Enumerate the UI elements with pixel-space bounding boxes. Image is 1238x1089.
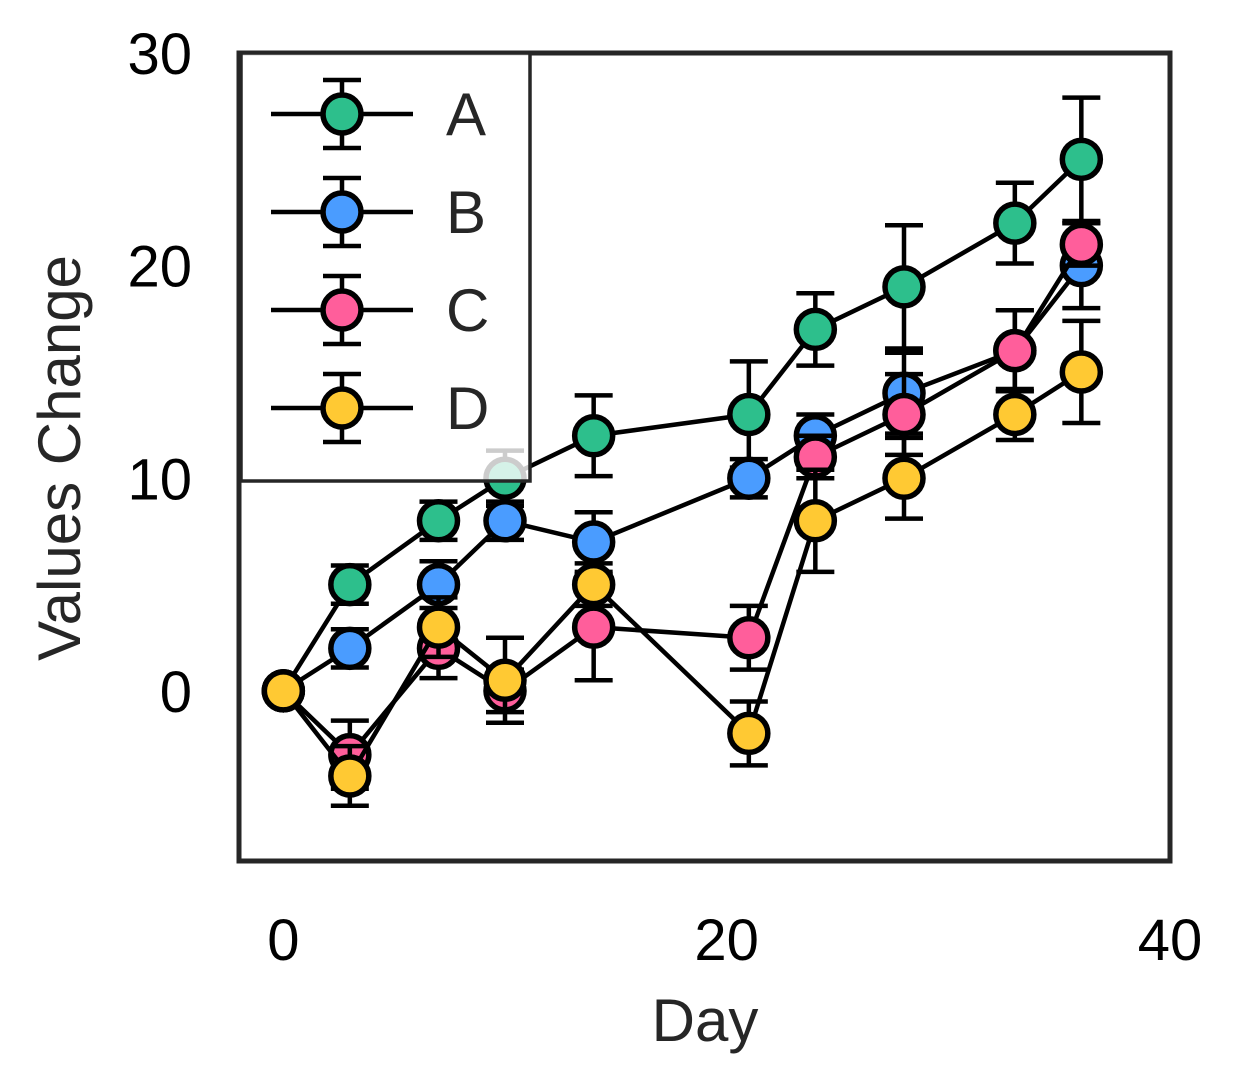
data-point: [793, 307, 838, 352]
data-point: [727, 456, 771, 501]
data-point: [483, 658, 527, 703]
data-point: [328, 754, 372, 798]
legend-marker: [320, 386, 364, 430]
data-point: [571, 520, 616, 564]
data-point: [416, 605, 461, 649]
data-point: [1059, 350, 1104, 394]
series-D: [261, 318, 1104, 808]
series-A: [261, 95, 1104, 713]
data-point: [993, 328, 1037, 373]
data-point: [882, 265, 926, 309]
y-tick-labels: 0 10 20 30: [127, 22, 192, 725]
data-point: [328, 626, 372, 671]
data-point: [793, 499, 838, 543]
data-point: [261, 669, 306, 713]
data-point: [727, 392, 771, 437]
data-point: [993, 392, 1037, 437]
data-point: [727, 711, 771, 756]
data-point: [1059, 137, 1104, 182]
data-point: [727, 615, 771, 660]
data-point: [571, 562, 616, 607]
y-tick-label: 10: [127, 447, 192, 512]
data-point: [571, 413, 616, 458]
series-line: [282, 264, 1084, 693]
legend-marker: [320, 92, 364, 136]
legend-label: C: [446, 277, 489, 344]
x-tick-label: 0: [267, 908, 299, 973]
legend-label: A: [446, 81, 486, 148]
y-tick-label: 30: [127, 22, 192, 87]
data-point: [882, 392, 926, 437]
y-tick-label: 0: [160, 660, 192, 725]
legend-marker: [320, 288, 364, 332]
legend-label: B: [446, 179, 486, 246]
x-tick-labels: 0 20 40: [267, 908, 1202, 973]
legend-marker: [320, 190, 364, 234]
legend-label: D: [446, 375, 489, 442]
legend-entry-C: C: [271, 273, 489, 347]
x-tick-label: 40: [1138, 908, 1203, 973]
data-point: [416, 499, 461, 543]
data-point: [483, 499, 527, 543]
series-line: [281, 370, 1083, 780]
x-tick-label: 20: [694, 908, 759, 973]
legend-entry-A: A: [271, 77, 486, 151]
series-line: [281, 157, 1083, 693]
y-tick-label: 20: [127, 235, 192, 300]
x-axis-title: Day: [652, 987, 759, 1054]
series-layer: [261, 95, 1104, 808]
data-point: [1059, 222, 1104, 267]
y-axis-title: Values Change: [26, 255, 93, 661]
legend-entry-B: B: [271, 175, 486, 249]
plot-frame: [236, 50, 1173, 864]
data-point: [882, 456, 926, 501]
data-point: [571, 605, 616, 649]
legend-entry-D: D: [271, 371, 489, 445]
data-point: [993, 201, 1037, 245]
data-point: [328, 562, 372, 607]
